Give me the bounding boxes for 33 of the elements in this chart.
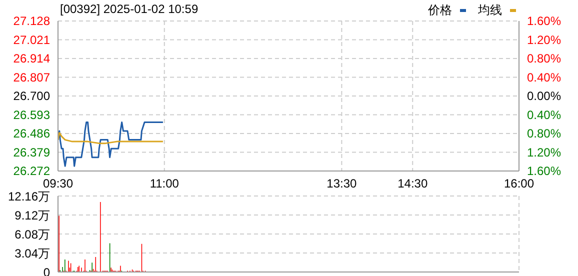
- x-tick-label: 09:30: [42, 176, 74, 191]
- legend-label: 均线: [478, 2, 502, 19]
- x-tick-label: 11:00: [150, 176, 180, 191]
- chart-title: [00392] 2025-01-02 10:59: [60, 2, 198, 16]
- y-tick-label: 27.021: [13, 32, 50, 47]
- y2-tick-label: 1.60%: [527, 14, 562, 28]
- y-tick-label: 12.16万: [8, 189, 50, 204]
- y-tick-label: 6.08万: [14, 227, 50, 242]
- y-tick-label: 26.379: [13, 145, 50, 160]
- y2-tick-label: 0.00%: [527, 89, 562, 103]
- y2-tick-label: 1.60%: [527, 164, 562, 178]
- y-tick-label: 26.700: [13, 89, 50, 103]
- y-tick-label: 26.914: [13, 52, 50, 66]
- y-tick-label: 26.272: [13, 164, 50, 178]
- y2-tick-label: 0.80%: [527, 126, 562, 140]
- y-tick-label: 0: [43, 265, 50, 276]
- x-tick-label: 13:30: [326, 176, 358, 191]
- y-tick-label: 26.593: [13, 108, 50, 122]
- y-tick-label: 26.807: [13, 70, 50, 84]
- line-series: [58, 132, 164, 144]
- y-tick-label: 9.12万: [14, 208, 50, 222]
- line-series: [58, 122, 164, 167]
- y-tick-label: 3.04万: [14, 246, 50, 260]
- y2-tick-label: 0.80%: [527, 52, 562, 66]
- y-tick-label: 26.486: [13, 126, 50, 140]
- y2-tick-label: 0.40%: [527, 108, 562, 122]
- y2-tick-label: 1.20%: [527, 145, 562, 160]
- y2-tick-label: 0.40%: [527, 70, 562, 84]
- y2-tick-label: 1.20%: [527, 32, 562, 47]
- y-tick-label: 27.128: [13, 14, 50, 28]
- legend-label: 价格: [428, 2, 452, 19]
- x-tick-label: 14:30: [398, 176, 428, 191]
- x-tick-label: 16:00: [504, 176, 534, 191]
